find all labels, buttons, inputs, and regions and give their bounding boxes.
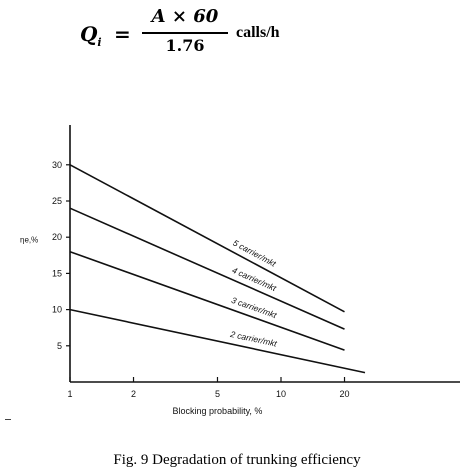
y-tick-label: 20 [52,232,62,242]
formula-unit: calls/h [236,24,280,41]
y-tick-label: 25 [52,196,62,206]
y-axis-label: ηe,% [20,235,38,244]
series-line [69,207,345,330]
x-tick-label: 1 [67,389,72,399]
x-tick-label: 20 [340,389,350,399]
x-axis-label: Blocking probability, % [173,406,263,416]
y-tick-label: 10 [52,305,62,315]
formula-denominator: 1.76 [165,36,205,55]
formula-lhs: Qi [80,22,102,49]
formula-lhs-subscript: i [97,36,102,49]
formula-fraction-bar [142,32,228,34]
figure-caption: Fig. 9 Degradation of trunking efficienc… [113,452,361,468]
series-line [69,308,366,374]
y-tick-label: 30 [52,160,62,170]
x-tick-label: 10 [276,389,286,399]
x-tick-label: 5 [215,389,220,399]
y-tick-label: 15 [52,268,62,278]
chart-axes [69,125,460,383]
formula-numerator: A × 60 [151,6,219,27]
series-line [69,250,345,351]
formula-equals: = [114,22,131,46]
formula: Qi = A × 60 1.76 calls/h [80,6,320,60]
y-tick-label: 5 [57,341,62,351]
stray-mark [5,419,11,420]
series-label: 3 carrier/mkt [230,295,278,321]
x-tick-label: 2 [131,389,136,399]
series-line [69,164,345,313]
